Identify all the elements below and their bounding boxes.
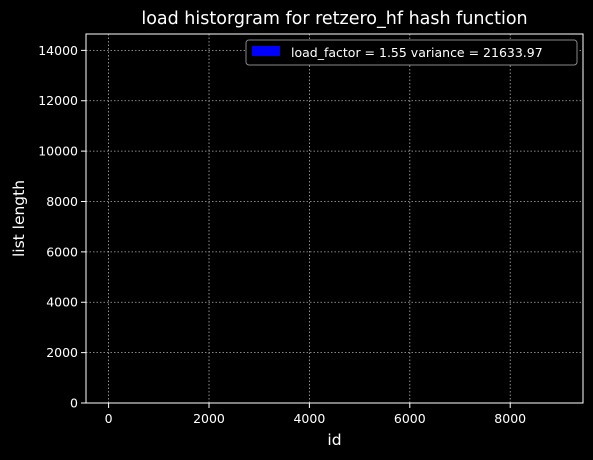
plot-area	[86, 34, 583, 403]
legend-swatch-blue	[252, 46, 280, 56]
plot-frame	[85, 33, 584, 404]
x-tick-label: 4000	[293, 411, 325, 426]
chart-title: load historgram for retzero_hf hash func…	[141, 9, 527, 29]
y-tick-label: 2000	[46, 345, 78, 360]
x-tick-label: 0	[105, 411, 113, 426]
x-tick-label: 2000	[193, 411, 225, 426]
y-tick-label: 4000	[46, 295, 78, 310]
x-axis-label: id	[327, 431, 341, 449]
legend-box	[245, 39, 578, 66]
y-tick-label: 12000	[38, 93, 78, 108]
y-tick-label: 6000	[46, 244, 78, 259]
x-tick-label: 6000	[394, 411, 426, 426]
x-axis-ticks: 0 2000 4000 6000 8000	[105, 403, 526, 426]
y-tick-label: 14000	[38, 43, 78, 58]
y-tick-label: 8000	[46, 194, 78, 209]
y-axis-ticks: 0 2000 4000 6000 8000 10000 12000 14000	[38, 43, 86, 411]
y-tick-label: 0	[70, 396, 78, 411]
y-axis-label: list length	[10, 180, 28, 257]
y-tick-label: 10000	[38, 144, 78, 159]
legend: load_factor = 1.55 variance = 21633.97	[245, 39, 578, 66]
legend-label: load_factor = 1.55 variance = 21633.97	[291, 45, 543, 60]
x-tick-label: 8000	[494, 411, 526, 426]
